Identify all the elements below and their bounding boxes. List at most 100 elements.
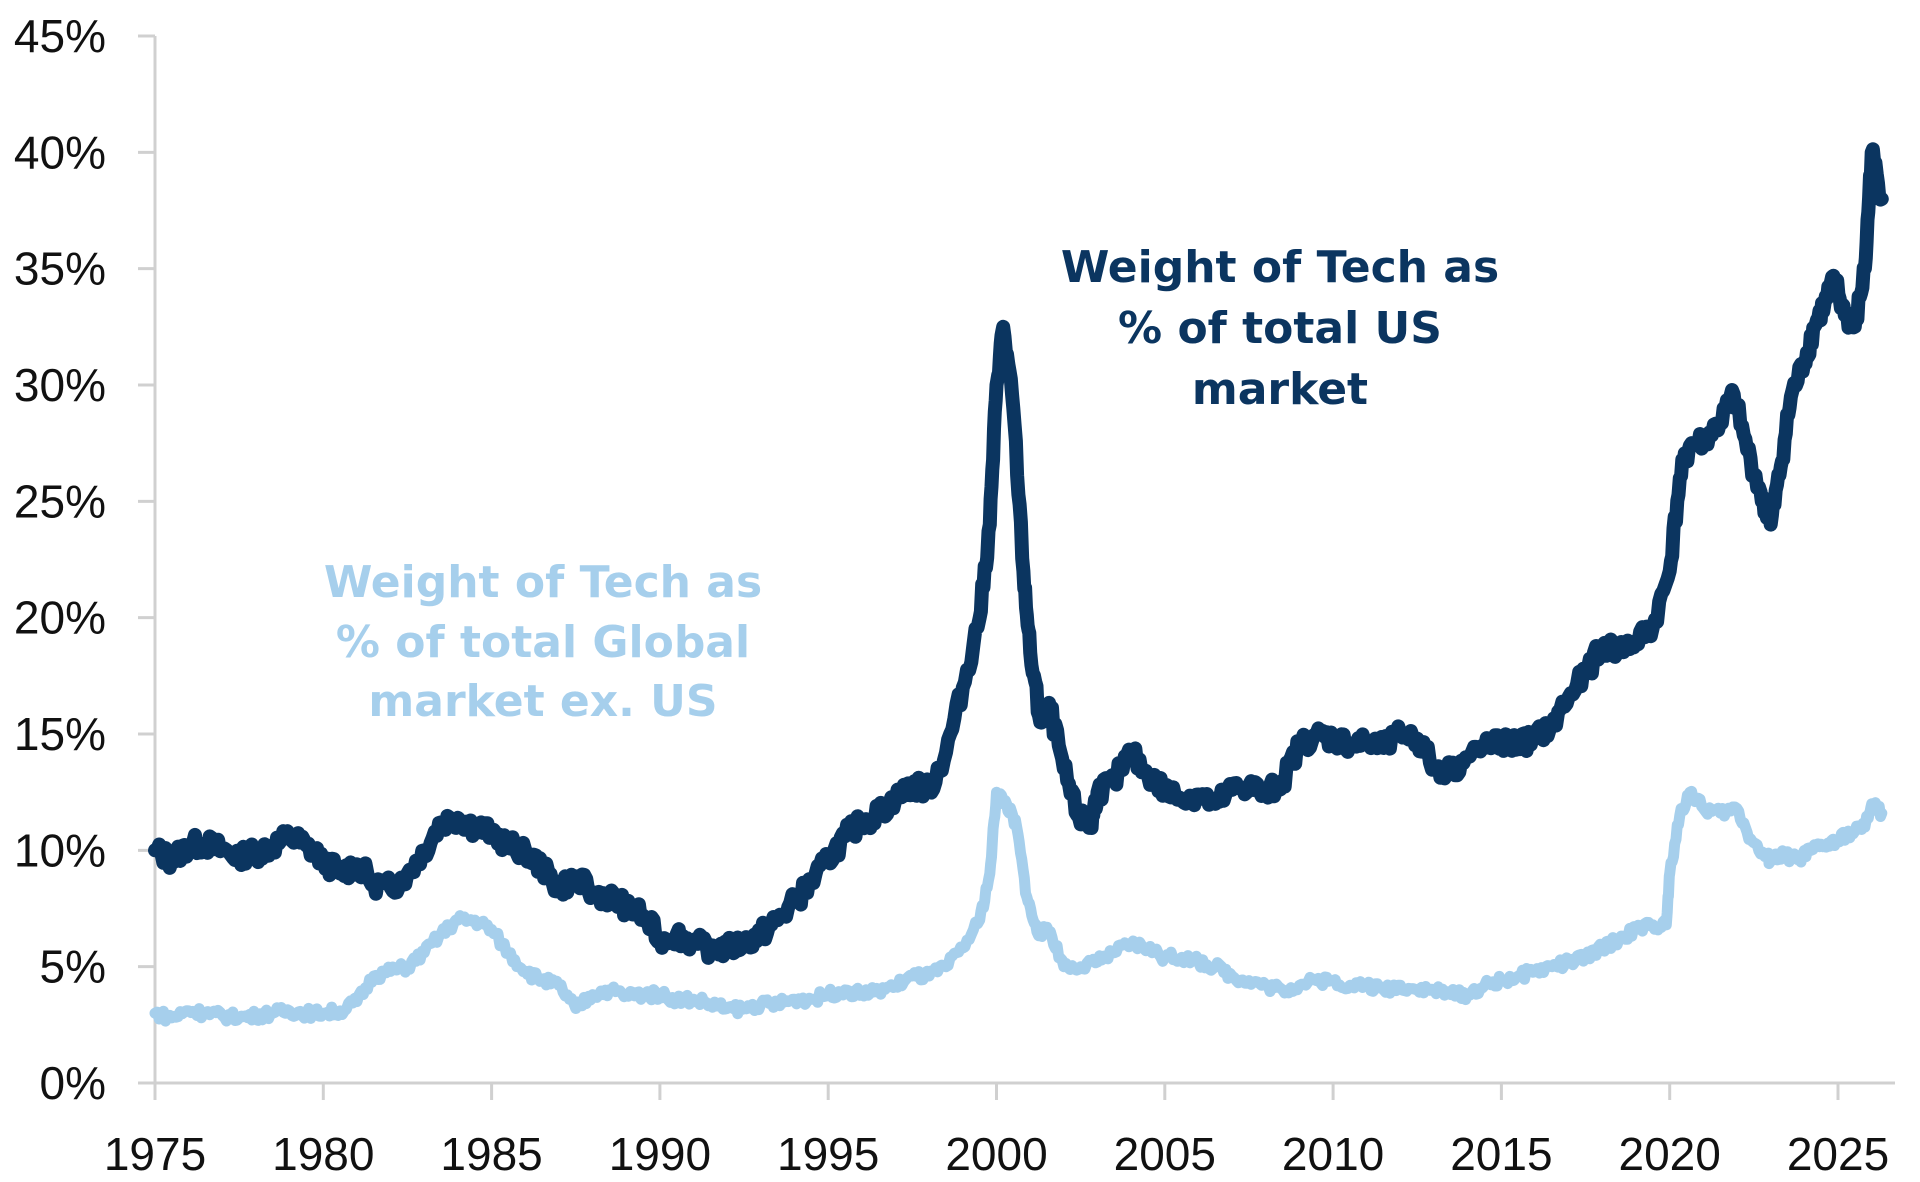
data-point-global-ex-us (456, 918, 460, 922)
data-point-us (988, 523, 992, 527)
data-point-us (1769, 523, 1773, 527)
data-point-us (1011, 406, 1015, 410)
data-point-global-ex-us (355, 1000, 359, 1004)
data-point-global-ex-us (995, 790, 999, 794)
data-point-us (405, 872, 409, 876)
data-point-global-ex-us (793, 997, 797, 1001)
data-point-global-ex-us (1449, 993, 1453, 997)
annotation-global-line-3: market ex. US (368, 676, 717, 727)
data-point-us (591, 890, 595, 894)
data-point-us (1600, 644, 1604, 648)
data-point-global-ex-us (1348, 983, 1352, 987)
data-point-global-ex-us (1749, 837, 1753, 841)
data-point-global-ex-us (1005, 802, 1009, 806)
data-point-us (793, 900, 797, 904)
data-point-us (523, 848, 527, 852)
data-point-us (456, 816, 460, 820)
data-point-global-ex-us (220, 1014, 224, 1018)
data-point-global-ex-us (1664, 923, 1668, 927)
data-point-us (1180, 797, 1184, 801)
data-point-us (843, 834, 847, 838)
data-point-us (1823, 302, 1827, 306)
data-point-global-ex-us (1180, 955, 1184, 959)
y-tick-label: 0% (40, 1057, 106, 1109)
data-point-us (1533, 737, 1537, 741)
data-point-global-ex-us (692, 997, 696, 1001)
data-point-us (1863, 267, 1867, 271)
data-point-global-ex-us (1533, 969, 1537, 973)
y-tick-label: 30% (14, 359, 106, 411)
data-point-us (759, 932, 763, 936)
data-point-global-ex-us (1735, 807, 1739, 811)
data-point-us (1230, 788, 1234, 792)
data-point-global-ex-us (944, 965, 948, 969)
data-point-us (389, 886, 393, 890)
data-point-us (860, 820, 864, 824)
data-point-global-ex-us (894, 983, 898, 987)
data-point-global-ex-us (1297, 983, 1301, 987)
data-point-global-ex-us (1415, 988, 1419, 992)
data-point-us (220, 848, 224, 852)
data-point-us (1062, 767, 1066, 771)
data-point-us (1398, 732, 1402, 736)
data-point-global-ex-us (288, 1009, 292, 1013)
data-point-global-ex-us (1823, 844, 1827, 848)
data-point-global-ex-us (1688, 790, 1692, 794)
y-tick-label: 15% (14, 708, 106, 760)
data-point-global-ex-us (1718, 811, 1722, 815)
x-tick-label: 1980 (272, 1128, 374, 1180)
data-point-us (1668, 569, 1672, 573)
data-point-us (978, 616, 982, 620)
data-point-us (473, 825, 477, 829)
data-point-us (1163, 788, 1167, 792)
data-point-us (288, 834, 292, 838)
data-point-us (557, 886, 561, 890)
data-point-global-ex-us (422, 951, 426, 955)
data-point-global-ex-us (624, 993, 628, 997)
data-point-global-ex-us (607, 988, 611, 992)
data-point-us (910, 783, 914, 787)
data-point-global-ex-us (1079, 965, 1083, 969)
x-tick-label: 2010 (1282, 1128, 1384, 1180)
data-point-global-ex-us (1782, 853, 1786, 857)
data-point-global-ex-us (1617, 937, 1621, 941)
data-point-global-ex-us (1701, 807, 1705, 811)
data-point-global-ex-us (1146, 946, 1150, 950)
data-point-us (237, 853, 241, 857)
data-point-us (1812, 325, 1816, 329)
data-point-global-ex-us (742, 1007, 746, 1011)
data-point-us (1789, 395, 1793, 399)
x-tick-label: 1990 (609, 1128, 711, 1180)
data-point-global-ex-us (405, 965, 409, 969)
annotation-global-line-1: Weight of Tech as (324, 557, 762, 608)
x-tick-label: 2015 (1450, 1128, 1552, 1180)
data-point-us (944, 751, 948, 755)
data-point-us (1550, 723, 1554, 727)
data-point-us (641, 914, 645, 918)
data-point-us (961, 686, 965, 690)
x-tick-label: 2005 (1114, 1128, 1216, 1180)
data-point-us (1701, 439, 1705, 443)
data-point-global-ex-us (204, 1011, 208, 1015)
data-point-us (1415, 737, 1419, 741)
data-point-us (1382, 746, 1386, 750)
data-point-global-ex-us (338, 1009, 342, 1013)
data-point-global-ex-us (1163, 955, 1167, 959)
data-point-global-ex-us (557, 983, 561, 987)
data-point-us (1314, 732, 1318, 736)
data-point-us (1466, 755, 1470, 759)
data-point-us (1678, 476, 1682, 480)
data-point-us (1567, 695, 1571, 699)
data-point-us (1247, 783, 1251, 787)
annotation-us-line-2: % of total US (1118, 303, 1442, 354)
data-point-global-ex-us (523, 969, 527, 973)
data-point-us (1651, 625, 1655, 629)
data-point-us (1432, 765, 1436, 769)
data-point-global-ex-us (1769, 858, 1773, 862)
data-point-global-ex-us (1213, 965, 1217, 969)
data-point-us (725, 946, 729, 950)
data-point-us (153, 848, 157, 852)
data-point-global-ex-us (170, 1016, 174, 1020)
y-tick-label: 20% (14, 592, 106, 644)
